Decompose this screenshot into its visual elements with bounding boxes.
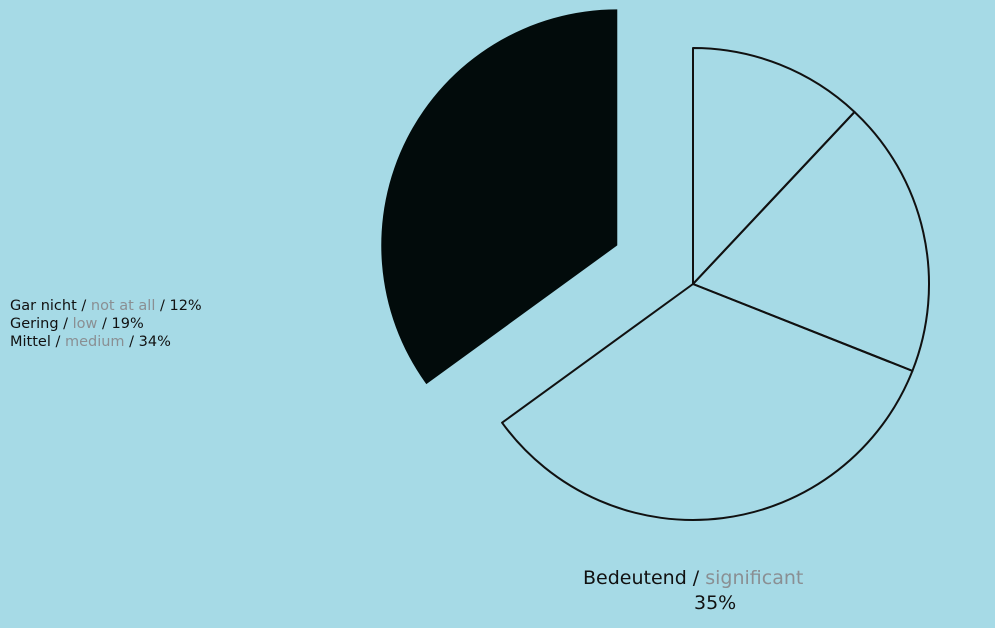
legend-separator: / bbox=[63, 316, 73, 332]
legend-label-de: Gering bbox=[10, 316, 64, 332]
legend-label-de: Gar nicht bbox=[10, 298, 77, 314]
legend: Gar nicht / not at all / 12% Gering / lo… bbox=[10, 297, 202, 351]
legend-separator: / bbox=[124, 334, 139, 350]
legend-row-low: Gering / low / 19% bbox=[10, 315, 202, 333]
legend-label-en: low bbox=[72, 316, 98, 332]
legend-separator: / bbox=[76, 298, 91, 314]
legend-label-en: not at all bbox=[90, 298, 156, 314]
legend-percent: 12% bbox=[169, 298, 202, 314]
legend-separator: / bbox=[155, 298, 170, 314]
pie-slice-medium bbox=[501, 283, 914, 521]
legend-row-not-at-all: Gar nicht / not at all / 12% bbox=[10, 297, 202, 315]
callout-percent: 35% bbox=[694, 592, 737, 614]
legend-label-de: Mittel bbox=[10, 334, 51, 350]
callout-separator: / bbox=[686, 567, 706, 589]
pie-slice-low bbox=[692, 110, 930, 372]
legend-separator: / bbox=[50, 334, 65, 350]
significant-callout: Bedeutend / significant 35% bbox=[583, 566, 883, 616]
legend-percent: 34% bbox=[138, 334, 171, 350]
callout-label-en: significant bbox=[705, 567, 804, 589]
legend-row-medium: Mittel / medium / 34% bbox=[10, 333, 202, 351]
legend-percent: 19% bbox=[111, 316, 144, 332]
pie-slice-not-at-all bbox=[692, 47, 856, 285]
callout-label-de: Bedeutend bbox=[583, 567, 687, 589]
legend-label-en: medium bbox=[64, 334, 125, 350]
pie-slice-significant bbox=[381, 9, 618, 385]
legend-separator: / bbox=[97, 316, 112, 332]
